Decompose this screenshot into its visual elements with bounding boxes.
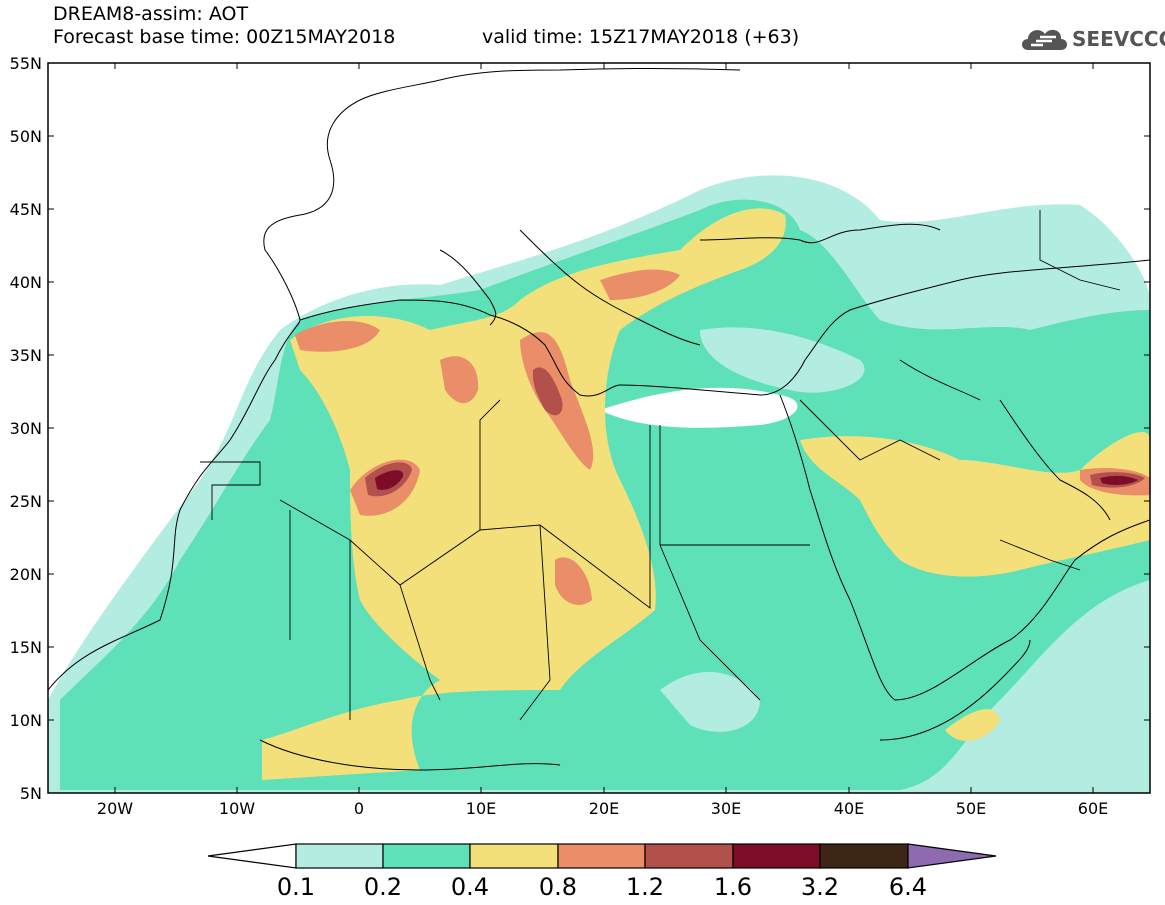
aot-band-1.6-b xyxy=(1100,475,1138,485)
lon-label: 30E xyxy=(711,799,741,818)
colorbar-label: 0.1 xyxy=(277,873,315,901)
colorbar-high-arrow xyxy=(907,843,997,869)
colorbar-swatch xyxy=(644,843,734,869)
lon-label: 20E xyxy=(589,799,619,818)
colorbar-swatch xyxy=(295,843,384,869)
aot-band-0.4-arabia xyxy=(800,431,1150,577)
aot-band-0.4 xyxy=(262,208,786,780)
forecast-base-time: Forecast base time: 00Z15MAY2018 xyxy=(53,26,396,48)
lon-label: 10E xyxy=(466,799,496,818)
colorbar-swatch xyxy=(382,843,471,869)
lon-label: 40E xyxy=(834,799,864,818)
seevccc-logo: SEEVCCC xyxy=(1018,22,1165,56)
longitude-axis: 20W 10W 0 10E 20E 30E 40E 50E 60E xyxy=(97,799,1108,818)
latitude-axis: 55N 50N 45N 40N 35N 30N 25N 20N 15N 10N … xyxy=(10,54,42,803)
lat-ticks xyxy=(48,63,1150,793)
aot-low-africa xyxy=(660,671,760,732)
colorbar-label: 0.4 xyxy=(451,873,489,901)
logo-text: SEEVCCC xyxy=(1072,27,1165,51)
valid-time: valid time: 15Z17MAY2018 (+63) xyxy=(482,26,800,48)
aot-band-0.4-horn xyxy=(945,709,1000,741)
colorbar: 0.1 0.2 0.4 0.8 1.2 1.6 3.2 6.4 xyxy=(207,843,997,901)
lon-label: 0 xyxy=(354,799,364,818)
lon-label: 10W xyxy=(219,799,255,818)
lon-label: 50E xyxy=(956,799,986,818)
lat-label: 45N xyxy=(10,200,42,219)
colorbar-label: 1.6 xyxy=(714,873,752,901)
colorbar-swatch xyxy=(732,843,821,869)
lat-label: 20N xyxy=(10,565,42,584)
aot-band-1.2-b xyxy=(532,367,563,416)
aot-band-0.8-g xyxy=(600,269,680,300)
lon-label: 20W xyxy=(97,799,133,818)
lat-label: 10N xyxy=(10,711,42,730)
lon-label: 60E xyxy=(1078,799,1108,818)
colorbar-swatch xyxy=(557,843,646,869)
lat-label: 50N xyxy=(10,127,42,146)
aot-band-0.8-e xyxy=(440,356,479,404)
colorbar-low-arrow xyxy=(207,843,297,869)
chart-title: DREAM8-assim: AOT xyxy=(53,3,249,25)
lat-label: 15N xyxy=(10,638,42,657)
lat-label: 55N xyxy=(10,54,42,73)
lat-label: 40N xyxy=(10,273,42,292)
lat-label: 25N xyxy=(10,492,42,511)
colorbar-swatch xyxy=(469,843,559,869)
coastlines xyxy=(48,68,1150,771)
colorbar-label: 3.2 xyxy=(801,873,839,901)
lat-label: 35N xyxy=(10,346,42,365)
aot-low-cyan xyxy=(700,327,865,393)
aot-field xyxy=(48,175,1150,793)
aot-band-0.8 xyxy=(295,320,380,352)
country-borders xyxy=(200,210,1121,721)
lat-label: 30N xyxy=(10,419,42,438)
aot-band-1.6 xyxy=(375,470,404,490)
colorbar-label: 1.2 xyxy=(626,873,664,901)
colorbar-label: 0.8 xyxy=(539,873,577,901)
cloud-icon xyxy=(1022,29,1067,50)
colorbar-label: 6.4 xyxy=(889,873,927,901)
colorbar-swatch xyxy=(819,843,909,869)
colorbar-label: 0.2 xyxy=(364,873,402,901)
lat-label: 5N xyxy=(20,784,42,803)
aot-band-0.8-d xyxy=(555,557,592,605)
aot-low-med xyxy=(600,387,798,428)
